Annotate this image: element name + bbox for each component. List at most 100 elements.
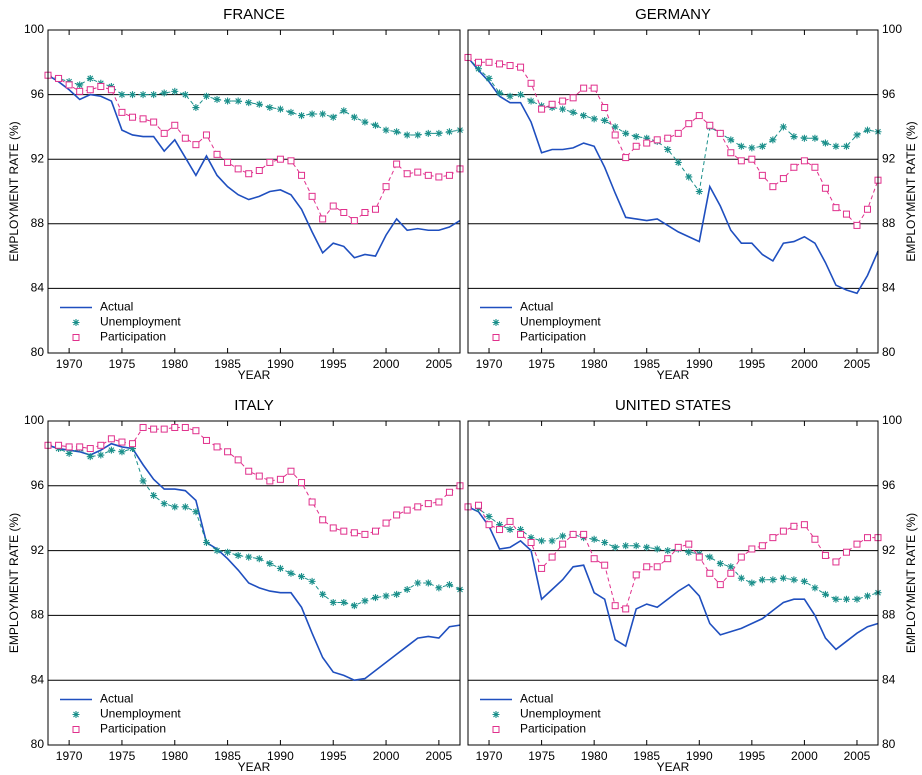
participation-marker <box>118 438 126 446</box>
x-tick-label: 1975 <box>109 749 136 763</box>
panel-title: ITALY <box>234 397 273 414</box>
participation-marker <box>181 423 189 431</box>
participation-marker <box>319 215 327 223</box>
participation-marker <box>496 60 504 68</box>
participation-marker <box>129 440 137 448</box>
unemployment-marker <box>842 142 850 150</box>
unemployment-marker <box>664 547 672 555</box>
unemployment-marker <box>276 105 284 113</box>
participation-marker <box>319 516 327 524</box>
y-tick-label: 92 <box>31 151 45 165</box>
unemployment-marker <box>414 131 422 139</box>
unemployment-marker <box>748 579 756 587</box>
unemployment-marker <box>737 142 745 150</box>
unemployment-marker <box>319 590 327 598</box>
participation-marker <box>790 522 798 530</box>
x-tick-label: 1970 <box>476 749 503 763</box>
unemployment-marker <box>674 158 682 166</box>
participation-marker <box>414 503 422 511</box>
x-tick-label: 1995 <box>320 749 347 763</box>
x-tick-label: 1980 <box>161 357 188 371</box>
unemployment-marker <box>160 89 168 97</box>
participation-marker <box>76 443 84 451</box>
unemployment-marker <box>245 553 253 561</box>
participation-marker <box>139 423 147 431</box>
participation-marker <box>727 149 735 157</box>
participation-marker <box>65 443 73 451</box>
series-line <box>467 506 879 600</box>
unemployment-marker <box>118 448 126 456</box>
participation-marker <box>800 157 808 165</box>
y-tick-label: 96 <box>882 87 896 101</box>
participation-marker <box>107 86 115 94</box>
unemployment-marker <box>160 500 168 508</box>
participation-marker <box>706 569 714 577</box>
participation-marker <box>653 563 661 571</box>
unemployment-marker <box>234 97 242 105</box>
panel-title: GERMANY <box>635 6 711 23</box>
unemployment-marker <box>842 595 850 603</box>
legend-label: Participation <box>100 330 166 344</box>
unemployment-marker <box>202 539 210 546</box>
unemployment-marker <box>213 547 221 555</box>
unemployment-marker <box>171 503 179 511</box>
participation-marker <box>213 443 221 451</box>
x-axis-label: YEAR <box>238 368 271 382</box>
participation-marker <box>538 105 546 113</box>
participation-marker <box>643 563 651 571</box>
x-tick-label: 1975 <box>528 749 555 763</box>
plot-frame <box>467 420 879 746</box>
unemployment-marker <box>800 134 808 142</box>
participation-marker <box>716 129 724 137</box>
participation-marker <box>853 540 861 548</box>
participation-marker <box>329 202 337 210</box>
series-line <box>47 442 461 682</box>
legend-label: Participation <box>520 330 586 344</box>
unemployment-marker <box>800 577 808 585</box>
unemployment-marker <box>403 585 411 593</box>
y-tick-label: 92 <box>882 151 896 165</box>
y-tick-label: 84 <box>31 281 45 295</box>
x-tick-label: 1980 <box>581 749 608 763</box>
participation-marker <box>821 184 829 192</box>
unemployment-marker <box>361 597 369 605</box>
participation-marker <box>643 139 651 147</box>
unemployment-marker <box>86 453 94 461</box>
participation-marker <box>475 501 483 509</box>
plot-frame <box>467 29 879 354</box>
unemployment-marker <box>527 534 535 542</box>
participation-marker <box>298 171 306 179</box>
participation-marker <box>685 120 693 128</box>
unemployment-marker <box>643 543 651 551</box>
participation-marker <box>202 131 210 139</box>
unemployment-marker <box>308 110 316 118</box>
participation-marker <box>245 467 253 475</box>
series-line <box>467 506 879 651</box>
x-tick-label: 1990 <box>686 357 713 371</box>
x-axis-label: YEAR <box>657 368 690 382</box>
y-tick-label: 80 <box>31 737 45 751</box>
participation-marker <box>255 167 263 175</box>
x-axis-label: YEAR <box>238 760 271 774</box>
unemployment-marker <box>276 564 284 572</box>
participation-marker <box>506 62 514 70</box>
participation-marker <box>475 58 483 66</box>
unemployment-marker <box>496 89 504 97</box>
y-tick-label: 96 <box>882 478 896 492</box>
unemployment-marker <box>350 602 358 610</box>
unemployment-marker <box>590 535 598 543</box>
plot-frame <box>47 29 461 354</box>
unemployment-marker <box>863 592 871 600</box>
y-tick-label: 88 <box>882 216 896 230</box>
participation-marker <box>424 171 432 179</box>
unemployment-marker <box>329 113 337 121</box>
participation-marker <box>653 136 661 144</box>
unemployment-marker <box>213 95 221 103</box>
participation-marker <box>527 539 535 546</box>
series-line <box>467 504 878 610</box>
unemployment-marker <box>86 74 94 82</box>
unemployment-marker <box>821 139 829 147</box>
unemployment-marker <box>611 123 619 131</box>
participation-marker <box>150 118 158 126</box>
